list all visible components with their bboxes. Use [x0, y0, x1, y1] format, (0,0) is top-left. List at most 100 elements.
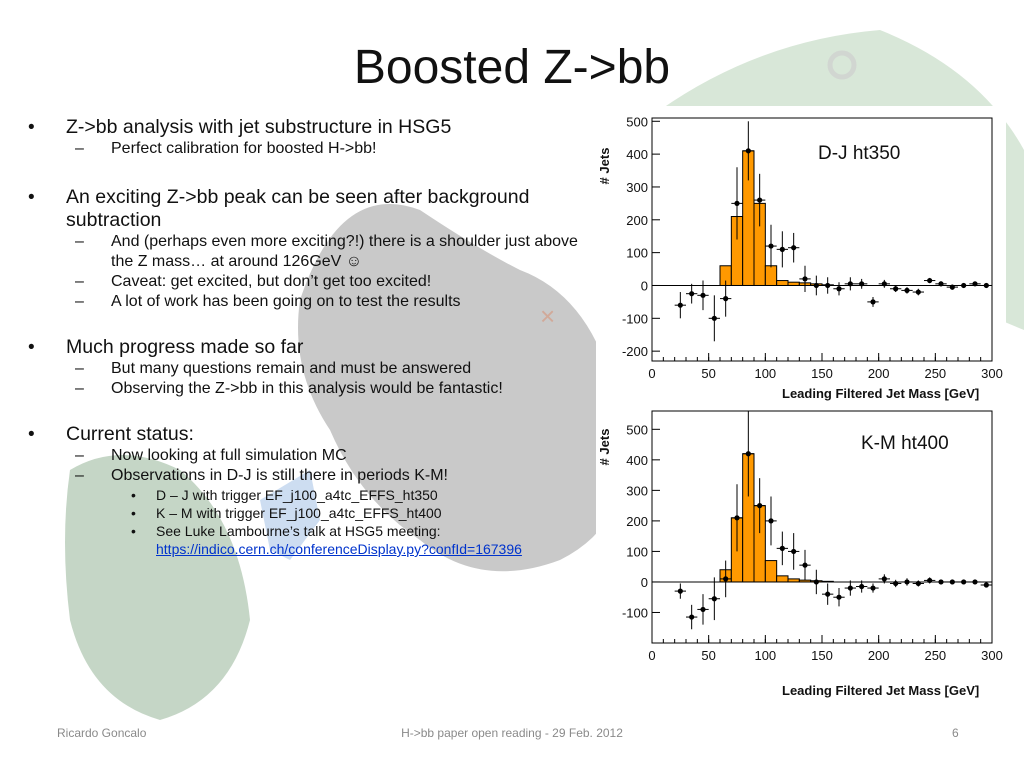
data-point	[734, 515, 740, 521]
data-point	[904, 579, 910, 585]
data-point	[847, 585, 853, 591]
data-point	[927, 277, 933, 284]
bullet-1-sub-1: Perfect calibration for boosted H->bb!	[28, 139, 593, 159]
y-tick-label: -100	[622, 605, 648, 620]
y-tick-label: 200	[626, 213, 648, 228]
histogram-plot-dj: D-J ht350 Leading Filtered Jet Mass [GeV…	[597, 114, 1003, 401]
data-point	[825, 282, 831, 289]
footer-event: H->bb paper open reading - 29 Feb. 2012	[401, 726, 623, 740]
data-point	[813, 282, 819, 289]
y-axis-title: # Jets	[597, 429, 612, 466]
indico-link[interactable]: https://indico.cern.ch/conferenceDisplay…	[156, 541, 522, 557]
bullet-2: An exciting Z->bb peak can be seen after…	[28, 186, 593, 232]
x-tick-label: 200	[868, 366, 890, 381]
x-tick-label: 200	[868, 648, 890, 663]
x-tick-label: 150	[811, 366, 833, 381]
data-point	[893, 580, 899, 587]
data-point	[711, 596, 717, 602]
bullet-3: Much progress made so far	[28, 336, 593, 359]
footer-page-number: 6	[952, 726, 959, 740]
data-point	[847, 281, 853, 287]
data-point	[983, 582, 989, 588]
data-point	[949, 579, 955, 585]
bullet-2-sub-2: Caveat: get excited, but don’t get too e…	[28, 272, 593, 292]
data-point	[689, 291, 695, 297]
bullet-1: Z->bb analysis with jet substructure in …	[28, 116, 593, 139]
x-axis-title: Leading Filtered Jet Mass [GeV]	[782, 683, 979, 698]
data-point	[961, 282, 967, 289]
x-tick-label: 150	[811, 648, 833, 663]
data-point	[870, 299, 876, 305]
x-tick-label: 0	[648, 366, 655, 381]
footer-author: Ricardo Goncalo	[57, 726, 147, 740]
data-point	[802, 562, 808, 568]
data-point	[825, 591, 831, 597]
histogram-bar	[764, 265, 778, 286]
y-tick-label: 100	[626, 544, 648, 559]
y-tick-label: 500	[626, 114, 648, 129]
data-point	[711, 315, 717, 321]
bullet-4-subsub-1: D – J with trigger EF_j100_a4tc_EFFS_ht3…	[28, 486, 593, 504]
plot-area	[652, 411, 992, 630]
y-tick-label: 0	[641, 575, 648, 590]
data-point	[972, 579, 978, 585]
x-tick-label: 0	[648, 648, 655, 663]
data-point	[723, 576, 729, 582]
data-point	[836, 594, 842, 600]
data-point	[938, 579, 944, 585]
data-point	[893, 286, 899, 292]
data-point	[791, 245, 797, 251]
bullet-4-sub-1: Now looking at full simulation MC	[28, 446, 593, 466]
x-tick-label: 50	[701, 366, 715, 381]
data-point	[757, 197, 763, 203]
y-tick-label: 300	[626, 483, 648, 498]
x-tick-label: 250	[924, 648, 946, 663]
data-point	[904, 287, 910, 293]
y-tick-label: -100	[622, 311, 648, 326]
plot-panel-2: K-M ht400 Leading Filtered Jet Mass [GeV…	[596, 403, 1006, 710]
data-point	[745, 451, 751, 457]
data-point	[677, 302, 683, 308]
data-point	[768, 243, 774, 249]
data-point	[700, 606, 706, 613]
bullet-2-sub-3: A lot of work has been going on to test …	[28, 292, 593, 312]
data-point	[938, 281, 944, 287]
x-tick-label: 50	[701, 648, 715, 663]
data-point	[757, 503, 763, 509]
bullet-4: Current status:	[28, 423, 593, 446]
histogram-bar	[764, 560, 778, 583]
plot-area	[652, 121, 992, 342]
x-axis-title: Leading Filtered Jet Mass [GeV]	[782, 386, 979, 401]
data-point	[915, 580, 921, 587]
bullet-4-subsub-3: See Luke Lambourne’s talk at HSG5 meetin…	[28, 522, 593, 558]
x-tick-label: 100	[754, 648, 776, 663]
data-point	[779, 545, 785, 551]
y-tick-label: 100	[626, 246, 648, 261]
x-tick-label: 300	[981, 648, 1003, 663]
x-tick-label: 100	[754, 366, 776, 381]
x-tick-label: 250	[924, 366, 946, 381]
data-point	[813, 579, 819, 585]
talk-reference-text: See Luke Lambourne’s talk at HSG5 meetin…	[156, 523, 441, 539]
plot-panel-1: D-J ht350 Leading Filtered Jet Mass [GeV…	[596, 106, 1006, 404]
data-point	[881, 576, 887, 582]
data-point	[881, 281, 887, 287]
y-tick-label: 200	[626, 514, 648, 529]
y-tick-label: 400	[626, 453, 648, 468]
data-point	[836, 286, 842, 292]
data-point	[768, 518, 774, 524]
y-tick-label: -200	[622, 344, 648, 359]
y-tick-label: 300	[626, 180, 648, 195]
y-tick-label: 0	[641, 278, 648, 293]
data-point	[870, 585, 876, 591]
data-point	[983, 282, 989, 289]
bullet-3-sub-1: But many questions remain and must be an…	[28, 359, 593, 379]
data-point	[949, 284, 955, 290]
data-point	[677, 588, 683, 594]
eye-ring-top	[827, 50, 857, 80]
data-point	[745, 148, 751, 154]
data-point	[689, 614, 695, 620]
data-point	[779, 246, 785, 252]
data-point	[791, 548, 797, 555]
y-tick-label: 400	[626, 147, 648, 162]
